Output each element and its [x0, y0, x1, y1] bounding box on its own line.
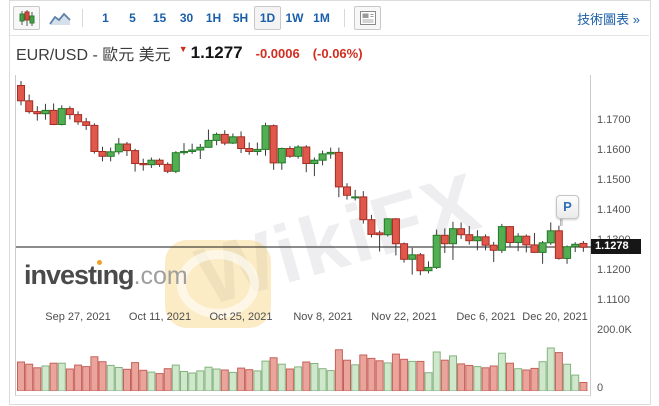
x-axis-tick-label: Dec 20, 2021	[522, 311, 588, 323]
timeframe-button-15[interactable]: 15	[146, 6, 173, 30]
y-axis-tick-label: 1.1700	[597, 114, 631, 126]
x-axis-tick-label: Oct 11, 2021	[128, 311, 192, 323]
price-down-arrow-icon: ▼	[178, 43, 188, 54]
current-price-badge: 1.1278	[591, 239, 641, 254]
timeframe-button-1[interactable]: 1	[92, 6, 119, 30]
event-marker-stem	[560, 217, 563, 226]
investing-logo[interactable]: investıng.com	[24, 260, 188, 290]
y-axis-tick-label: 1.1500	[597, 174, 631, 186]
toolbar: 1 5 15 30 1H 5H 1D 1W 1M 技術圖表 »	[10, 1, 649, 36]
price-change: -0.0006	[255, 45, 300, 61]
timeframe-button-1h[interactable]: 1H	[200, 6, 227, 30]
plot-frame	[15, 75, 591, 396]
title-row: EUR/USD - 歐元 美元 ▼ 1.1277 -0.0006 (-0.06%…	[16, 41, 363, 65]
news-view-button[interactable]	[354, 6, 381, 30]
x-axis-tick-label: Oct 25, 2021	[209, 311, 273, 323]
wikifx-logo-watermark	[165, 240, 271, 328]
y-axis-tick-label: 1.1200	[597, 264, 631, 276]
volume-chart[interactable]	[16, 330, 591, 391]
x-axis-tick-label: Nov 8, 2021	[293, 311, 353, 323]
y-axis-tick-label: 1.1400	[597, 204, 631, 216]
price-change-percent: (-0.06%)	[312, 45, 363, 61]
price-chart[interactable]	[16, 75, 591, 310]
candles-layer	[17, 81, 588, 276]
toolbar-divider	[344, 9, 345, 27]
candlestick-type-button[interactable]	[13, 6, 40, 30]
y-axis-tick-label: 1.1100	[597, 294, 630, 306]
pair-title: EUR/USD - 歐元 美元	[16, 47, 171, 64]
logo-orange-dot-i: ı	[96, 260, 103, 290]
y-axis-tick-label: 1.1600	[597, 144, 631, 156]
event-marker-p[interactable]: P	[556, 195, 579, 219]
line-chart-icon	[48, 12, 71, 25]
last-price: 1.1277	[190, 43, 243, 62]
timeframe-button-1w[interactable]: 1W	[281, 6, 308, 30]
timeframe-button-1d[interactable]: 1D	[254, 6, 281, 30]
technical-chart-link[interactable]: 技術圖表 »	[577, 11, 640, 27]
timeframe-button-30[interactable]: 30	[173, 6, 200, 30]
candlestick-icon	[19, 10, 34, 26]
timeframe-button-1m[interactable]: 1M	[308, 6, 335, 30]
x-axis-tick-label: Sep 27, 2021	[45, 311, 111, 323]
x-axis-tick-label: Dec 6, 2021	[456, 311, 516, 323]
toolbar-divider	[82, 9, 83, 27]
volume-axis-max-label: 200.0K	[597, 324, 632, 336]
volume-axis-min-label: 0	[597, 382, 604, 394]
news-icon	[359, 11, 376, 25]
timeframe-button-5[interactable]: 5	[119, 6, 146, 30]
timeframe-button-5h[interactable]: 5H	[227, 6, 254, 30]
volume-bars-layer	[17, 347, 588, 391]
line-type-button[interactable]	[46, 6, 73, 30]
timeframe-group: 1 5 15 30 1H 5H 1D 1W 1M	[92, 6, 335, 30]
x-axis-tick-label: Nov 22, 2021	[371, 311, 437, 323]
